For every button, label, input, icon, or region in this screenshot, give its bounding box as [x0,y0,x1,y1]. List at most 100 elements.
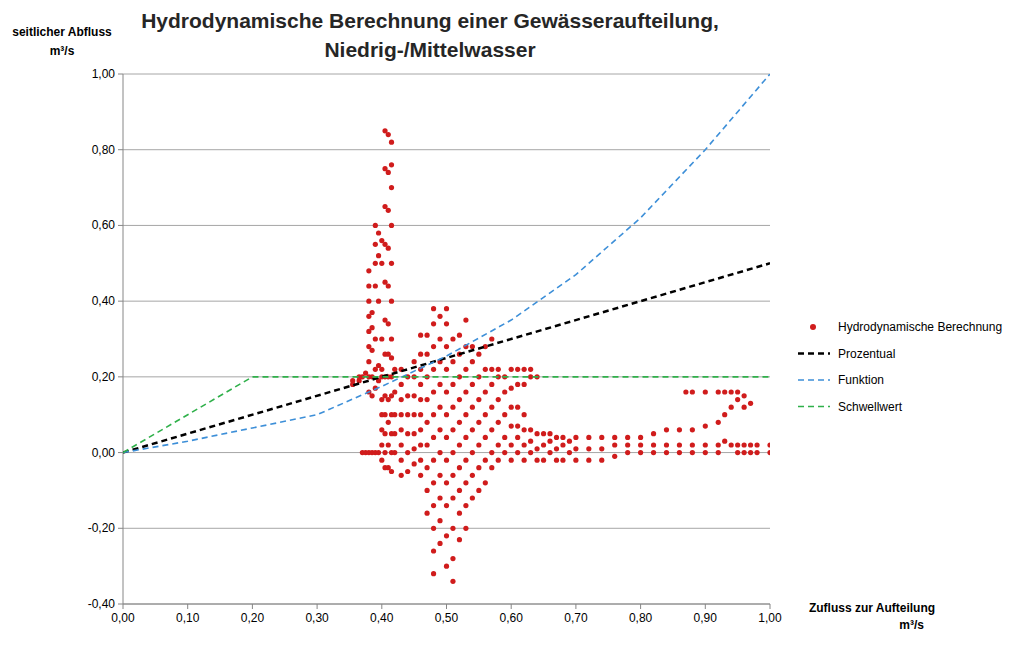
scatter-point [444,564,449,569]
scatter-point [735,389,740,394]
y-axis-label: seitlicher Abflussm³/s [12,25,112,58]
line-series [123,263,770,452]
scatter-point [534,458,539,463]
scatter-point [424,333,429,338]
x-tick [705,604,706,609]
scatter-point [703,423,708,428]
scatter-point [502,389,507,394]
y-tick-label: -0,20 [88,521,116,535]
scatter-point [463,458,468,463]
scatter-point [457,488,462,493]
y-tick [118,452,123,453]
scatter-point [470,495,475,500]
scatter-point [625,442,630,447]
scatter-point [476,488,481,493]
scatter-point [457,420,462,425]
scatter-point [742,450,747,455]
grid-line [123,149,770,150]
scatter-point [389,261,394,266]
scatter-point [522,382,527,387]
scatter-point [437,495,442,500]
scatter-point [541,442,546,447]
scatter-point [389,299,394,304]
scatter-point [444,412,449,417]
scatter-point [444,458,449,463]
scatter-point [729,405,734,410]
scatter-point [376,450,381,455]
scatter-point [463,480,468,485]
scatter-point [392,412,397,417]
scatter-point [748,450,753,455]
scatter-point [431,503,436,508]
scatter-point [437,450,442,455]
scatter-point [399,458,404,463]
x-tick [123,604,124,609]
x-tick-label: 0,70 [564,611,588,625]
scatter-point [586,446,591,451]
x-tick [317,604,318,609]
scatter-point [470,359,475,364]
scatter-point [457,511,462,516]
x-axis-label-line: Zufluss zur Aufteilung [809,601,935,615]
scatter-point [476,442,481,447]
scatter-point [444,321,449,326]
scatter-point [470,382,475,387]
scatter-point [424,420,429,425]
scatter-point [483,480,488,485]
scatter-point [567,450,572,455]
scatter-point [528,374,533,379]
scatter-point [690,450,695,455]
x-tick-label: 0,60 [500,611,524,625]
x-tick [575,604,576,609]
scatter-point [638,442,643,447]
scatter-point [560,458,565,463]
scatter-point [463,503,468,508]
scatter-point [703,442,708,447]
scatter-point [754,450,759,455]
scatter-point [405,450,410,455]
scatter-point [683,389,688,394]
scatter-point [450,450,455,455]
scatter-point [489,367,494,372]
scatter-point [703,450,708,455]
scatter-point [450,359,455,364]
legend-line [798,406,830,408]
scatter-point [379,336,384,341]
scatter-point [424,442,429,447]
scatter-point [664,427,669,432]
scatter-point [431,306,436,311]
legend-label: Funktion [838,373,884,387]
scatter-point [742,442,747,447]
grid-line [123,74,770,75]
scatter-point [735,442,740,447]
scatter-point [638,435,643,440]
scatter-point [418,352,423,357]
scatter-point [625,435,630,440]
scatter-point [424,465,429,470]
scatter-point [444,435,449,440]
scatter-point [399,382,404,387]
scatter-series [350,128,770,584]
scatter-point [470,427,475,432]
scatter-point [399,397,404,402]
y-tick-label: 0,80 [92,143,116,157]
scatter-point [444,306,449,311]
scatter-point [412,412,417,417]
scatter-point [373,242,378,247]
scatter-point [463,526,468,531]
scatter-point [470,473,475,478]
scatter-point [392,431,397,436]
scatter-point [431,344,436,349]
scatter-point [522,458,527,463]
scatter-point [483,435,488,440]
scatter-point [389,336,394,341]
scatter-point [457,465,462,470]
scatter-point [722,412,727,417]
scatter-point [729,442,734,447]
x-tick [770,604,771,609]
line-series [123,377,770,453]
scatter-point [382,412,387,417]
scatter-point [515,382,520,387]
scatter-point [522,412,527,417]
scatter-point [599,446,604,451]
